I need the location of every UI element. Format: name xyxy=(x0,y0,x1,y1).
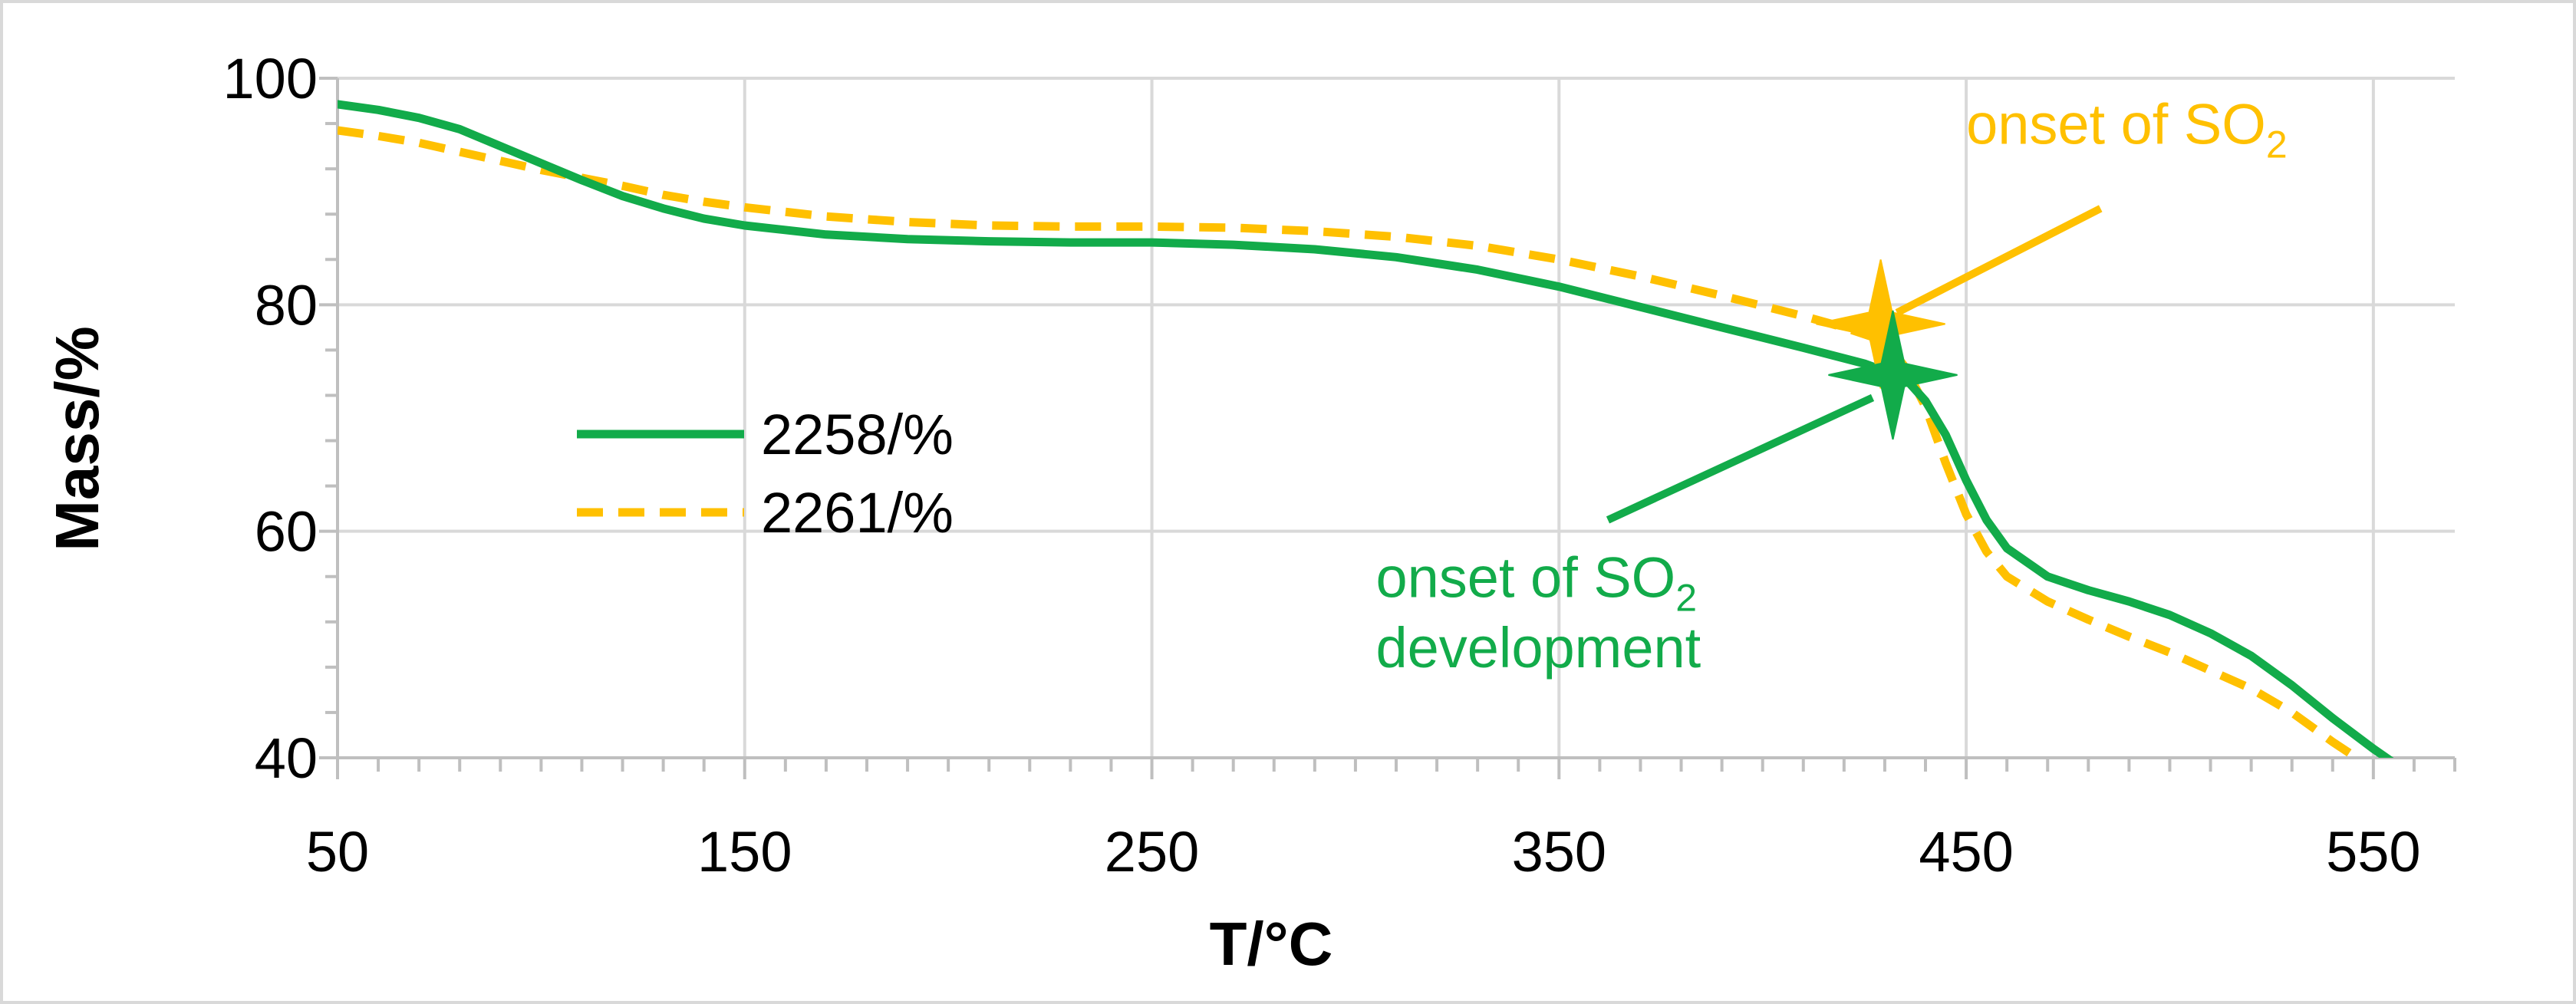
annotations xyxy=(1606,205,2103,524)
tick-labels: 40 60 80 100 50 150 250 350 450 550 xyxy=(223,47,2421,884)
y-tick-label-60: 60 xyxy=(255,500,318,564)
x-tick-label-450: 450 xyxy=(1919,820,2013,884)
data-series xyxy=(338,100,2394,758)
x-tick-label-350: 350 xyxy=(1512,820,1606,884)
y-tick-label-100: 100 xyxy=(223,47,318,110)
annotation-yellow-subscript: 2 xyxy=(2266,123,2288,166)
x-tick-label-50: 50 xyxy=(306,820,369,884)
x-tick-label-150: 150 xyxy=(697,820,792,884)
legend-label-2258: 2258/% xyxy=(761,403,954,466)
x-axis-title: T/°C xyxy=(1210,910,1333,978)
annotation-yellow-main: onset of SO xyxy=(1966,93,2266,156)
annotation-green-main: onset of SO xyxy=(1375,545,1675,609)
grid-lines xyxy=(336,77,2455,758)
annotation-onset-so2-green: onset of SO2 xyxy=(1375,545,1697,619)
axes xyxy=(319,77,2456,779)
y-axis-title: Mass/% xyxy=(43,326,111,551)
x-tick-label-250: 250 xyxy=(1105,820,1199,884)
annotation-green-subscript: 2 xyxy=(1675,576,1697,619)
y-tick-label-40: 40 xyxy=(255,726,318,790)
y-tick-label-80: 80 xyxy=(255,273,318,337)
legend: 2258/% 2261/% xyxy=(577,403,954,545)
annotation-pointer-0 xyxy=(1895,205,2103,317)
onset-marker-2258 xyxy=(1828,310,1958,440)
annotation-onset-so2-yellow: onset of SO2 xyxy=(1966,93,2288,166)
markers xyxy=(1816,259,1958,440)
series-line-2258 xyxy=(338,100,2394,758)
annotation-pointer-1 xyxy=(1606,393,1875,524)
annotation-development: development xyxy=(1375,616,1701,680)
legend-label-2261: 2261/% xyxy=(761,481,954,545)
x-tick-label-550: 550 xyxy=(2326,820,2420,884)
onset-marker-2261 xyxy=(1816,259,1945,389)
